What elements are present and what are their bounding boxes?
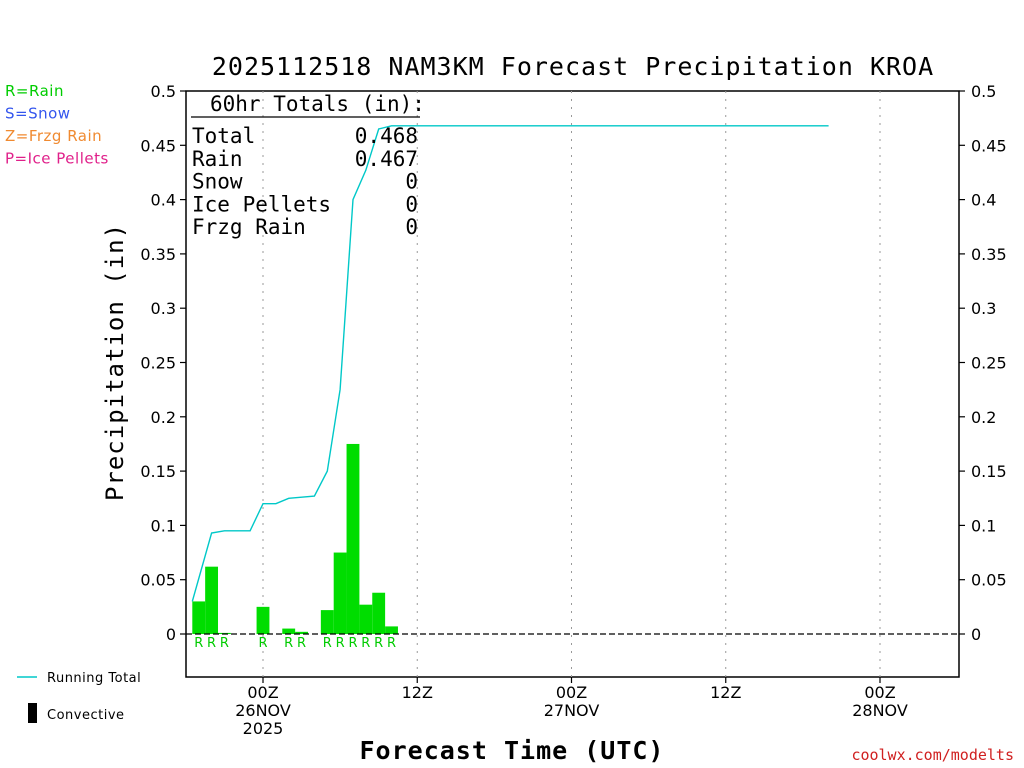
bar-5 xyxy=(295,631,308,634)
totals-value-1: 0.467 xyxy=(355,147,418,171)
y-axis-right: 0 0.05 0.1 0.15 0.2 0.25 0.3 0.35 0.4 0.45 0.5 xyxy=(959,82,1007,644)
totals-label-1: Rain xyxy=(192,147,243,171)
totals-label-3: Ice Pellets xyxy=(192,192,331,216)
chart-title: 2025112518 NAM3KM Forecast Precipitation… xyxy=(212,52,934,81)
ptype-label-10: R xyxy=(374,636,383,651)
totals-value-0: 0.468 xyxy=(355,124,418,148)
type-legend-item-0: R=Rain xyxy=(5,82,64,100)
ptype-label-2: R xyxy=(220,636,229,651)
y-tick-label-left-9: 0.45 xyxy=(140,136,176,155)
ptype-label-6: R xyxy=(323,636,332,651)
ptype-label-1: R xyxy=(207,636,216,651)
bar-10 xyxy=(372,592,386,634)
running-total-legend-label: Running Total xyxy=(47,671,141,686)
plot-frame xyxy=(185,90,960,678)
y-axis-left: 0 0.05 0.1 0.15 0.2 0.25 0.3 0.35 0.4 0.45 0.5 xyxy=(140,82,186,644)
y-tick-label-right-3: 0.15 xyxy=(971,462,1007,481)
bars-group xyxy=(192,443,398,634)
x-tick-label-3-0: 12Z xyxy=(710,683,741,702)
running-total-line xyxy=(191,125,829,602)
ptype-label-8: R xyxy=(348,636,357,651)
x-tick-label-2-1: 27NOV xyxy=(544,701,600,720)
precip-type-legend: R=Rain S=Snow Z=Frzg Rain P=Ice Pellets xyxy=(5,82,109,168)
y-tick-label-right-10: 0.5 xyxy=(971,82,996,101)
ptype-label-5: R xyxy=(297,636,306,651)
totals-value-2: 0 xyxy=(405,170,418,194)
y-tick-label-right-8: 0.4 xyxy=(971,191,996,210)
ptype-label-0: R xyxy=(194,636,203,651)
y-axis-label: Precipitation (in) xyxy=(101,223,129,501)
x-tick-label-4-1: 28NOV xyxy=(852,701,908,720)
x-tick-label-2-0: 00Z xyxy=(556,683,587,702)
totals-label-4: Frzg Rain xyxy=(192,215,306,239)
y-tick-label-left-8: 0.4 xyxy=(151,191,176,210)
bar-1 xyxy=(205,566,219,634)
y-tick-label-right-1: 0.05 xyxy=(971,571,1007,590)
ptype-label-7: R xyxy=(336,636,345,651)
totals-box: 60hr Totals (in): Total 0.468 Rain 0.467 Snow… xyxy=(191,92,425,239)
totals-label-2: Snow xyxy=(192,170,243,194)
y-tick-label-right-2: 0.1 xyxy=(971,516,996,535)
y-tick-label-right-7: 0.35 xyxy=(971,245,1007,264)
y-tick-label-left-10: 0.5 xyxy=(151,82,176,101)
bar-7 xyxy=(333,552,347,634)
ptype-label-11: R xyxy=(387,636,396,651)
convective-legend-label: Convective xyxy=(47,708,125,723)
type-legend-item-3: P=Ice Pellets xyxy=(5,150,109,168)
x-tick-label-0-0: 00Z xyxy=(247,683,278,702)
credit-text: coolwx.com/modelts xyxy=(851,746,1014,764)
totals-value-3: 0 xyxy=(405,192,418,216)
y-tick-label-right-6: 0.3 xyxy=(971,299,996,318)
y-tick-label-right-9: 0.45 xyxy=(971,136,1007,155)
ptype-label-4: R xyxy=(284,636,293,651)
bar-9 xyxy=(359,604,373,634)
type-legend-item-2: Z=Frzg Rain xyxy=(5,127,102,145)
x-tick-label-0-1: 26NOV xyxy=(235,701,291,720)
ptype-label-3: R xyxy=(258,636,267,651)
type-legend-item-1: S=Snow xyxy=(5,105,71,123)
x-axis-label: Forecast Time (UTC) xyxy=(360,736,665,765)
bar-11 xyxy=(385,626,398,634)
y-tick-label-left-1: 0.05 xyxy=(140,571,176,590)
ptype-label-9: R xyxy=(361,636,370,651)
y-tick-label-left-3: 0.15 xyxy=(140,462,176,481)
x-tick-label-4-0: 00Z xyxy=(864,683,895,702)
bar-3 xyxy=(256,606,270,634)
totals-label-0: Total xyxy=(192,124,255,148)
y-tick-label-left-0: 0 xyxy=(166,625,176,644)
y-tick-label-left-7: 0.35 xyxy=(140,245,176,264)
y-tick-label-left-4: 0.2 xyxy=(151,408,176,427)
y-tick-label-right-0: 0 xyxy=(971,625,981,644)
x-tick-label-0-2: 2025 xyxy=(243,719,284,738)
bar-4 xyxy=(282,628,296,634)
y-tick-label-right-4: 0.2 xyxy=(971,408,996,427)
bar-0 xyxy=(192,601,206,634)
y-tick-label-left-5: 0.25 xyxy=(140,354,176,373)
totals-heading: 60hr Totals (in): xyxy=(210,92,425,116)
y-tick-label-left-2: 0.1 xyxy=(151,516,176,535)
y-tick-label-left-6: 0.3 xyxy=(151,299,176,318)
convective-legend-swatch xyxy=(28,703,37,723)
y-tick-label-right-5: 0.25 xyxy=(971,354,1007,373)
grid-lines xyxy=(262,91,881,677)
bar-6 xyxy=(320,610,334,634)
x-tick-label-1-0: 12Z xyxy=(402,683,433,702)
totals-value-4: 0 xyxy=(405,215,418,239)
bar-8 xyxy=(346,443,360,634)
